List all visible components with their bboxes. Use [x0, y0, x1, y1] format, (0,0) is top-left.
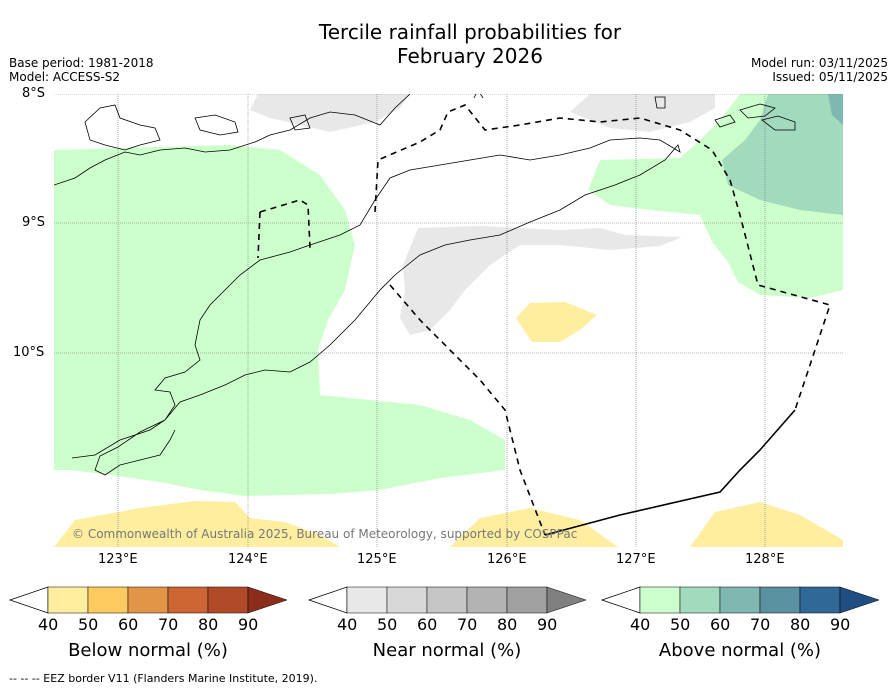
eez-border — [257, 104, 832, 536]
above-normal-50-region — [722, 94, 843, 215]
gridlines — [54, 94, 843, 547]
map-title: Tercile rainfall probabilities for Febru… — [0, 20, 896, 68]
issued-date: Issued: 05/11/2025 — [772, 70, 888, 84]
lon-label-124e: 124°E — [228, 552, 268, 567]
colorbars — [8, 586, 880, 614]
eez-border-solid — [544, 409, 796, 536]
lat-label-8s: 8°S — [22, 86, 46, 101]
near-normal-region-central — [400, 226, 682, 335]
lon-label-126e: 126°E — [487, 552, 527, 567]
copyright-text: © Commonwealth of Australia 2025, Bureau… — [72, 527, 578, 541]
lon-label-123e: 123°E — [98, 552, 138, 567]
cb3-tick-60: 60 — [710, 615, 731, 634]
lon-label-128e: 128°E — [745, 552, 785, 567]
cb3-tick-90: 90 — [830, 615, 851, 634]
eez-footnote: -- -- -- EEZ border V11 (Flanders Marine… — [9, 672, 318, 685]
lon-label-127e: 127°E — [616, 552, 656, 567]
colorbar-title-below-normal: Below normal (%) — [68, 640, 228, 661]
colorbar-above-normal — [600, 586, 880, 614]
cb1-tick-40: 40 — [38, 615, 59, 634]
cb1-tick-70: 70 — [158, 615, 179, 634]
model-run-date: Model run: 03/11/2025 — [750, 56, 888, 70]
above-normal-60-region — [828, 94, 843, 125]
cb1-tick-80: 80 — [198, 615, 219, 634]
cb2-tick-80: 80 — [497, 615, 518, 634]
below-normal-region-southwest — [54, 501, 340, 547]
cb2-tick-40: 40 — [337, 615, 358, 634]
title-line-1: Tercile rainfall probabilities for — [318, 20, 622, 44]
colorbar-near-normal — [307, 586, 587, 614]
cb3-tick-70: 70 — [750, 615, 771, 634]
above-normal-region-west — [54, 145, 505, 496]
cb1-tick-50: 50 — [78, 615, 99, 634]
title-line-2: February 2026 — [397, 44, 543, 68]
cb2-tick-90: 90 — [537, 615, 558, 634]
coastline — [54, 94, 796, 476]
cb2-tick-50: 50 — [377, 615, 398, 634]
lon-label-125e: 125°E — [357, 552, 397, 567]
colorbar-title-above-normal: Above normal (%) — [658, 640, 822, 661]
cb3-tick-40: 40 — [630, 615, 651, 634]
lat-label-9s: 9°S — [22, 215, 46, 230]
colorbar-below-normal — [8, 586, 288, 614]
cb3-tick-80: 80 — [790, 615, 811, 634]
model-name: Model: ACCESS-S2 — [9, 70, 121, 84]
cb2-tick-70: 70 — [457, 615, 478, 634]
cb1-tick-60: 60 — [118, 615, 139, 634]
below-normal-region-southeast — [690, 502, 843, 547]
below-normal-region-central — [516, 302, 597, 342]
map-area — [54, 94, 843, 547]
near-normal-region-northeast — [570, 94, 715, 132]
near-normal-region-north — [250, 94, 410, 132]
below-normal-region-south — [450, 508, 618, 547]
cb3-tick-50: 50 — [670, 615, 691, 634]
colorbar-title-near-normal: Near normal (%) — [372, 640, 522, 661]
base-period: Base period: 1981-2018 — [9, 56, 154, 70]
cb2-tick-60: 60 — [417, 615, 438, 634]
cb1-tick-90: 90 — [238, 615, 259, 634]
lat-label-10s: 10°S — [13, 345, 45, 360]
